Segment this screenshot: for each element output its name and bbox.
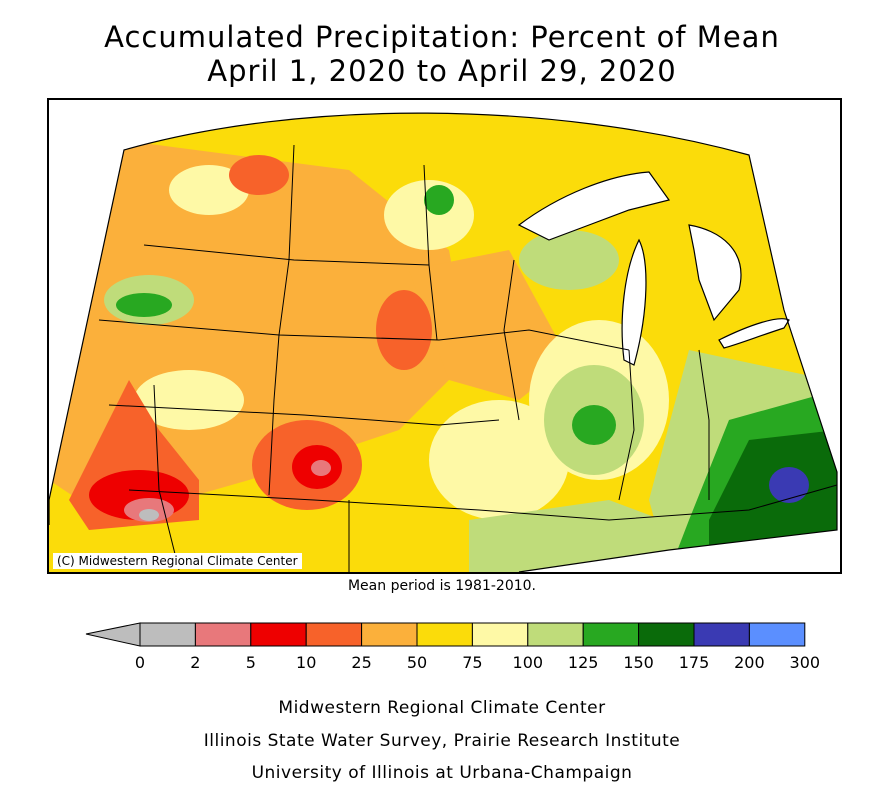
- zone-orangered-nebraska: [376, 290, 432, 370]
- zone-lightgreen-wisconsin: [519, 230, 619, 290]
- legend-tick-label: 175: [679, 653, 710, 672]
- lake-superior: [517, 171, 671, 241]
- legend-tick-label: 300: [790, 653, 821, 672]
- legend-box: [416, 622, 473, 647]
- legend-tick-label: 2: [190, 653, 200, 672]
- legend-box: [250, 622, 307, 647]
- legend-tick-label: 50: [407, 653, 427, 672]
- zone-pink-colorado: [311, 460, 331, 476]
- legend-tick-label: 150: [623, 653, 654, 672]
- map-title: Accumulated Precipitation: Percent of Me…: [104, 20, 780, 54]
- zone-green-idaho: [116, 293, 172, 317]
- legend-box: [305, 622, 363, 647]
- legend-box: [527, 622, 584, 647]
- state-borders: [98, 144, 838, 572]
- region-outline: [49, 112, 838, 572]
- zone-orange-iowa: [409, 250, 569, 400]
- lake-erie: [718, 318, 790, 349]
- zone-gray-southwest: [139, 509, 159, 521]
- credit-uiuc: University of Illinois at Urbana-Champai…: [251, 763, 633, 783]
- lake-huron: [688, 224, 742, 322]
- copyright-label: (C) Midwestern Regional Climate Center: [53, 553, 302, 569]
- credit-isws: Illinois State Water Survey, Prairie Res…: [203, 731, 681, 751]
- legend-box: [582, 622, 640, 647]
- legend-tick-label: 200: [734, 653, 765, 672]
- map-canvas: [49, 112, 838, 572]
- zone-pale-colorado: [134, 370, 244, 430]
- legend-box: [194, 622, 252, 647]
- legend-tick-label: 0: [135, 653, 145, 672]
- legend-underflow-arrow: [85, 622, 141, 647]
- map-date-range: April 1, 2020 to April 29, 2020: [207, 54, 677, 88]
- precip-field: [49, 113, 837, 572]
- legend-box: [139, 622, 196, 647]
- legend-box: [693, 622, 750, 647]
- precipitation-map: (C) Midwestern Regional Climate Center: [47, 98, 842, 574]
- zone-pale-montana: [169, 165, 249, 215]
- legend-tick-label: 5: [246, 653, 256, 672]
- legend-boxes: [139, 622, 806, 647]
- mean-period-note: Mean period is 1981-2010.: [347, 578, 537, 594]
- zone-orangered-montana: [229, 155, 289, 195]
- legend-tick-label: 25: [351, 653, 371, 672]
- legend-box: [748, 622, 806, 647]
- legend-tick-label: 100: [513, 653, 544, 672]
- zone-blue-virginia: [769, 467, 809, 503]
- legend-tick-label: 10: [296, 653, 316, 672]
- credit-mrcc: Midwestern Regional Climate Center: [278, 698, 606, 718]
- zone-pale-missouri: [429, 400, 569, 520]
- legend-box: [638, 622, 695, 647]
- legend-box: [361, 622, 418, 647]
- legend-tick-label: 125: [568, 653, 599, 672]
- legend-tick-label: 75: [462, 653, 482, 672]
- zone-green-illinois: [572, 405, 616, 445]
- zone-green-minnesota: [424, 185, 454, 215]
- color-legend: 0 2 5 10 25 50 75 100 125 150 175 200 300: [85, 622, 820, 672]
- lake-michigan: [621, 238, 647, 366]
- legend-tick-labels: 0 2 5 10 25 50 75 100 125 150 175 200 300: [135, 653, 820, 672]
- legend-box: [471, 622, 529, 647]
